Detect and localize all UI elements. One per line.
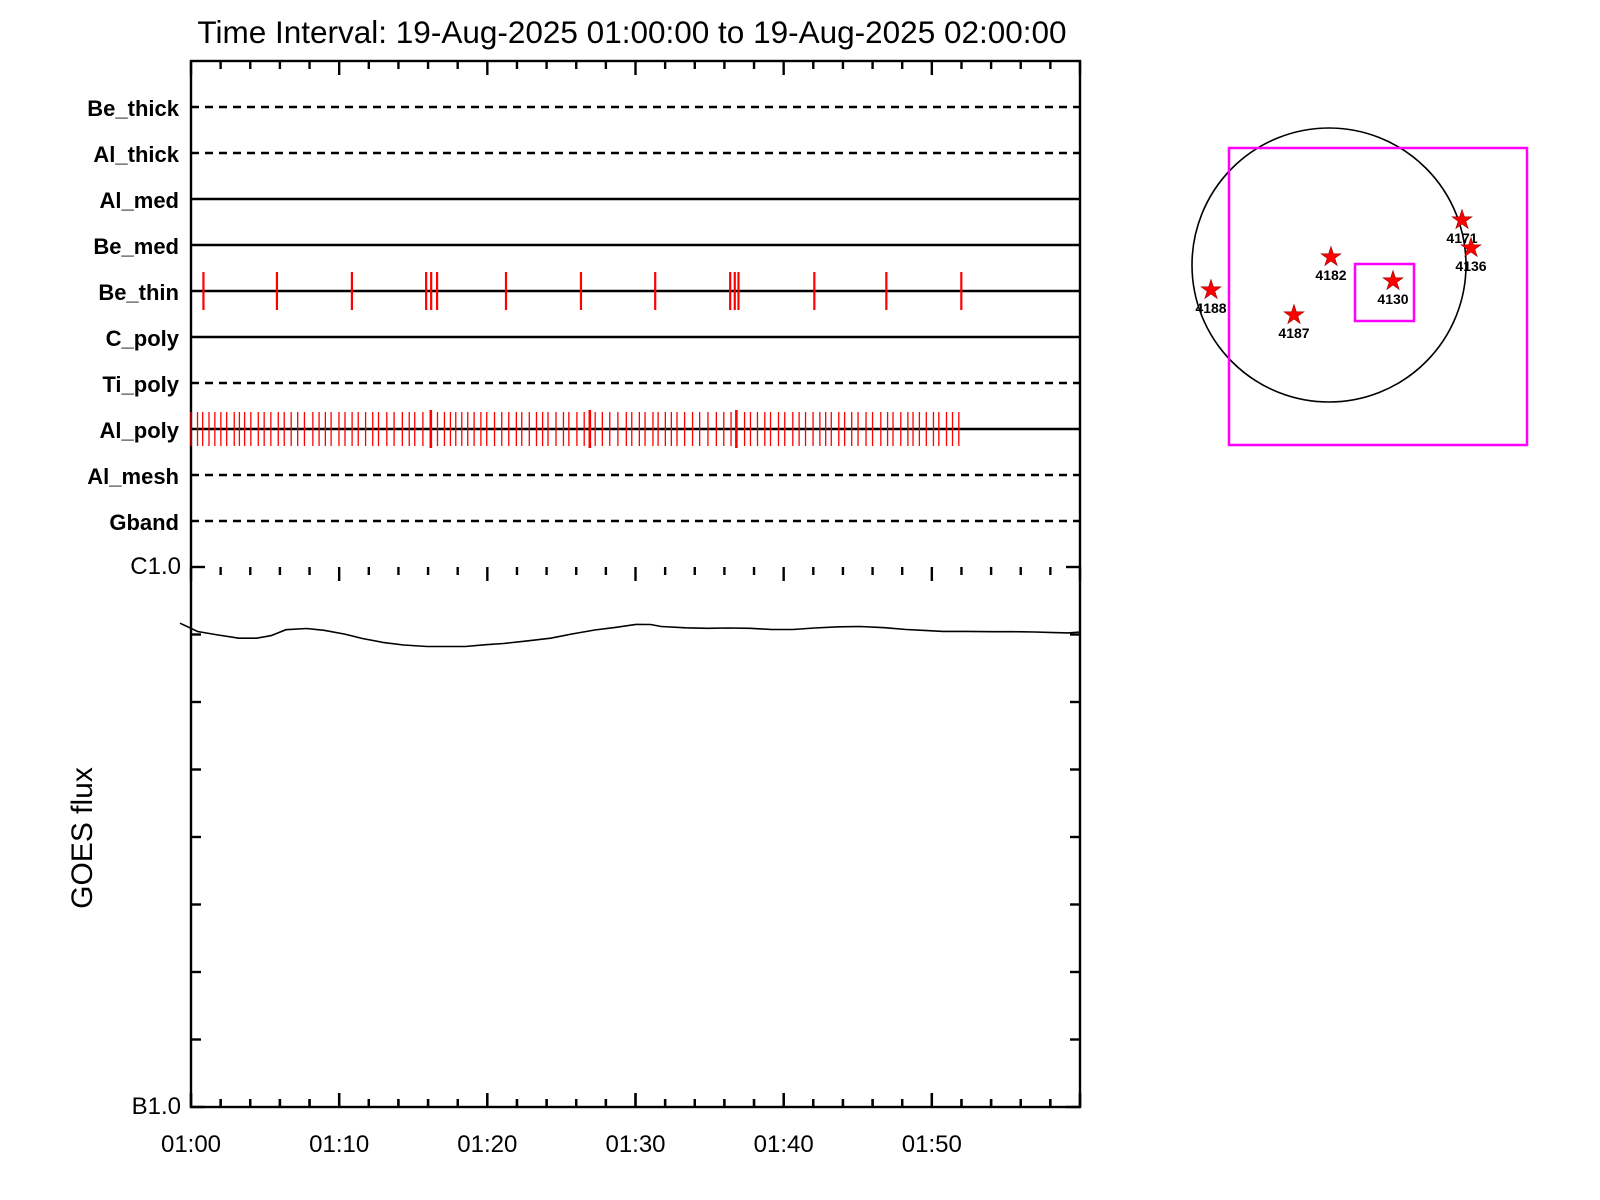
svg-text:Al_thick: Al_thick <box>93 142 179 167</box>
svg-text:01:00: 01:00 <box>161 1131 221 1158</box>
svg-text:B1.0: B1.0 <box>132 1093 181 1120</box>
svg-text:GOES flux: GOES flux <box>66 767 99 909</box>
svg-text:Gband: Gband <box>109 510 179 535</box>
svg-text:Al_poly: Al_poly <box>100 418 180 443</box>
svg-text:4136: 4136 <box>1455 258 1486 274</box>
svg-text:Al_mesh: Al_mesh <box>87 464 179 489</box>
svg-text:Be_thin: Be_thin <box>98 280 179 305</box>
svg-text:01:20: 01:20 <box>457 1131 517 1158</box>
svg-text:4187: 4187 <box>1278 325 1309 341</box>
svg-text:Time Interval: 19-Aug-2025 01:: Time Interval: 19-Aug-2025 01:00:00 to 1… <box>197 14 1066 50</box>
svg-text:C_poly: C_poly <box>106 326 180 351</box>
svg-text:01:30: 01:30 <box>605 1131 665 1158</box>
svg-text:01:10: 01:10 <box>309 1131 369 1158</box>
svg-text:Ti_poly: Ti_poly <box>102 372 179 397</box>
svg-text:Al_med: Al_med <box>100 188 179 213</box>
svg-text:Be_med: Be_med <box>93 234 179 259</box>
svg-text:01:40: 01:40 <box>754 1131 814 1158</box>
svg-text:Be_thick: Be_thick <box>87 96 179 121</box>
svg-text:4182: 4182 <box>1315 267 1346 283</box>
svg-text:01:50: 01:50 <box>902 1131 962 1158</box>
svg-text:4130: 4130 <box>1377 291 1408 307</box>
svg-text:4188: 4188 <box>1195 300 1226 316</box>
svg-text:C1.0: C1.0 <box>130 553 181 580</box>
